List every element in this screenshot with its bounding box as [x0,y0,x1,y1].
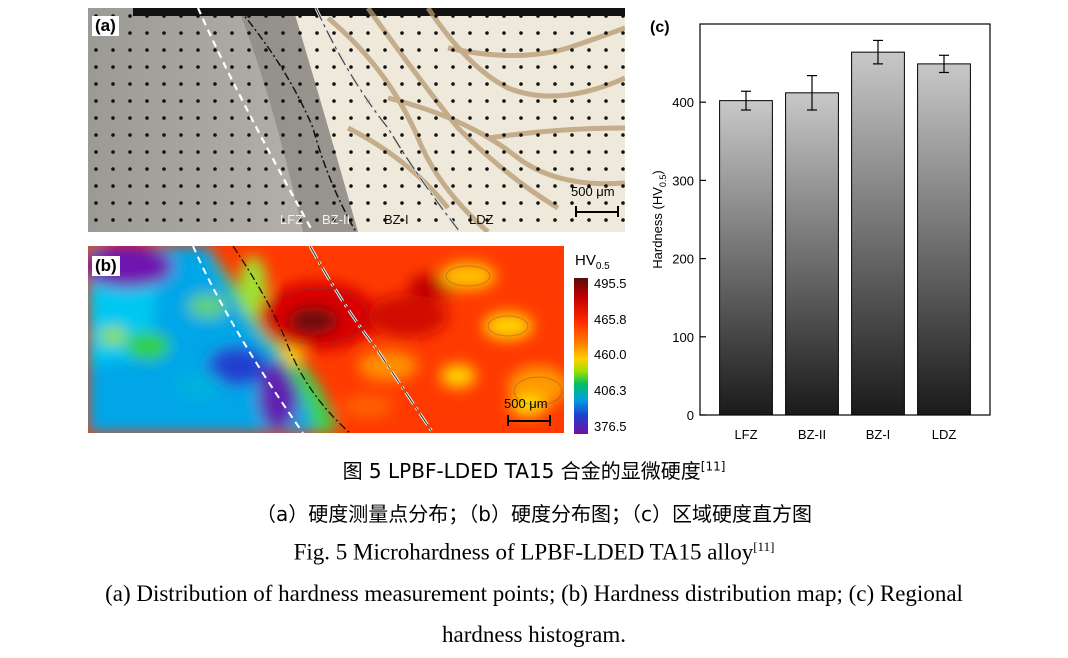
panel-b-label: (b) [92,256,120,276]
scale-bar-a-tick-left [575,206,577,217]
y-tick-label-1: 100 [672,330,694,345]
bar-chart-svg: (c) 0 100 200 300 400 Hardness (HV0.5) LFZ BZ-II… [650,19,991,442]
colorbar-tick-4: 406.3 [594,383,627,398]
colorbar-title-main: HV [575,252,596,269]
colorbar-title-sub: 0.5 [595,261,610,272]
figure-caption-zh: 图 5 LPBF-LDED TA15 合金的显微硬度[11] [0,455,1068,484]
x-tick-label-ldz: LDZ [932,427,957,442]
scale-bar-b-tick-right [549,415,551,426]
y-tick-label-2: 200 [672,252,694,267]
x-tick-label-lfz: LFZ [734,427,757,442]
colorbar-tick-5: 376.5 [594,419,627,434]
colorbar-tick-2: 465.8 [594,312,627,327]
scale-bar-b-tick-left [507,415,509,426]
x-tick-label-bz-ii: BZ-II [798,427,826,442]
hardness-map-panel-b: (b) 500 μm [88,246,564,433]
y-tick-label-0: 0 [687,408,694,423]
figure-caption-en-ref: [11] [753,539,775,554]
plot-frame [699,23,991,416]
colorbar-tick-3: 460.0 [594,347,627,362]
figure-caption-zh-title: 图 5 LPBF-LDED TA15 合金的显微硬度 [342,459,701,483]
figure-subcaption-en-line2: hardness histogram. [442,622,626,647]
bar-bz-i [851,51,905,416]
scale-bar-a-tick-right [617,206,619,217]
colorbar [574,278,588,434]
zone-label-lfz: LFZ [280,212,304,227]
figure-caption-zh-ref: [11] [700,459,726,474]
panel-c-label: (c) [650,19,670,36]
colorbar-tick-1: 495.5 [594,276,627,291]
y-axis-label: Hardness (HV0.5) [650,170,668,269]
zone-label-bz-ii: BZ-II [322,212,351,227]
x-tick-label-bz-i: BZ-I [866,427,891,442]
colorbar-title: HV0.5 [575,252,610,272]
zone-label-ldz: LDZ [469,212,494,227]
figure-subcaption-en-line1: (a) Distribution of hardness measurement… [105,581,963,606]
figure-subcaption-zh: （a）硬度测量点分布；（b）硬度分布图；（c）区域硬度直方图 [256,502,812,526]
bar-bz-ii [785,92,839,416]
y-tick-label-4: 400 [672,95,694,110]
scale-bar-label-b: 500 μm [504,396,548,411]
scale-bar-a [575,211,619,213]
y-tick-label-3: 300 [672,173,694,188]
zone-label-bz-i: BZ-I [384,212,409,227]
micrograph-image [88,8,625,232]
hardness-bar-chart: (c) 0 100 200 300 400 Hardness (HV0.5) LFZ BZ-II… [638,8,998,448]
figure-caption-en: Fig. 5 Microhardness of LPBF-LDED TA15 a… [0,539,1068,566]
micrograph-panel-a: (a) LFZ BZ-II BZ-I LDZ 500 μm [88,8,625,232]
scale-bar-b [507,420,551,422]
bar-lfz [719,100,773,416]
scale-bar-label-a: 500 μm [571,184,615,199]
hardness-map-image [88,246,564,433]
panel-a-label: (a) [92,16,119,36]
figure-caption-en-title: Fig. 5 Microhardness of LPBF-LDED TA15 a… [293,539,754,565]
bar-ldz [917,63,971,416]
